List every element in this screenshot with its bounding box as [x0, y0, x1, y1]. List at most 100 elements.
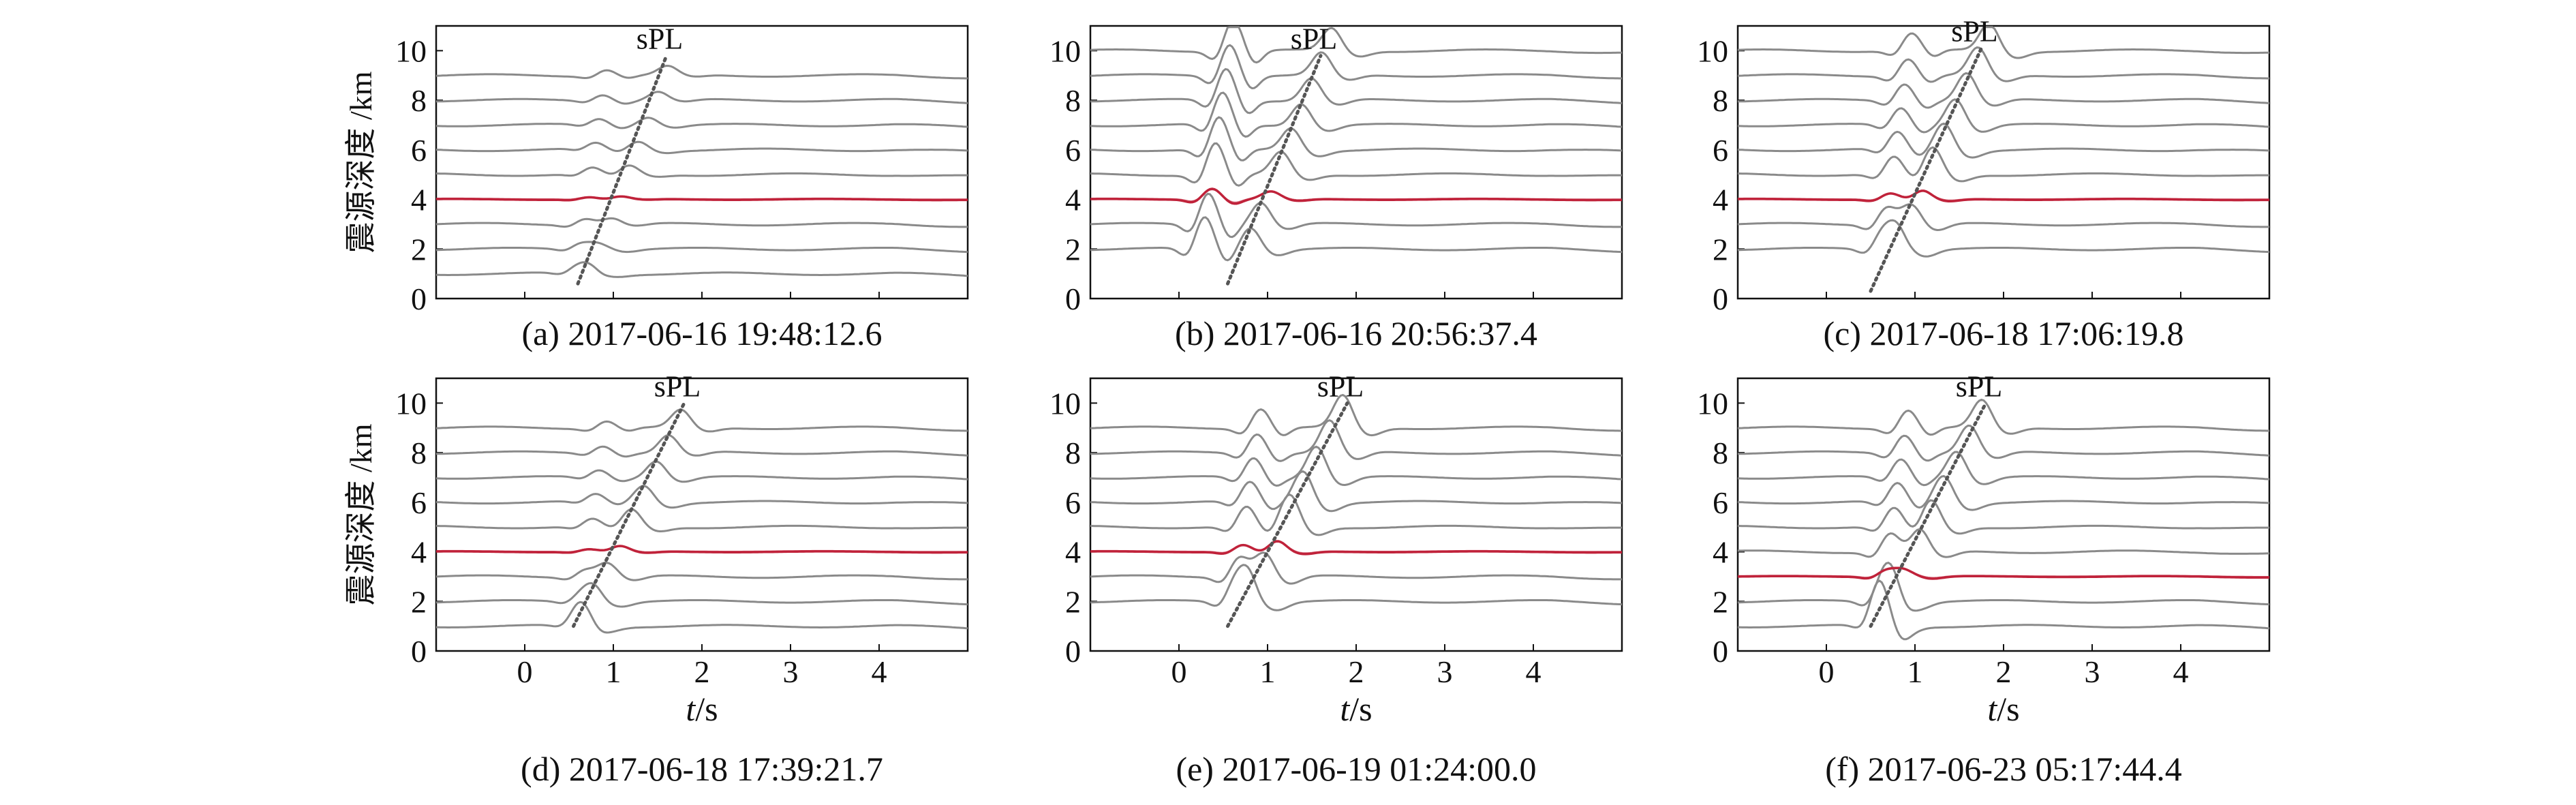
y-tick-label: 6	[1713, 133, 1728, 168]
subplot-b: 0 2 4 6 8 10 (b) 2017-06-16 20:56:37.4 sPL	[1049, 22, 1623, 352]
y-tick-label: 2	[1713, 584, 1728, 619]
trace-depth-2	[1090, 216, 1623, 262]
y-tick-label: 4	[1065, 535, 1081, 570]
trace-depth-6	[435, 485, 968, 509]
trace-depth-5	[1737, 146, 2269, 183]
trace-depth-6	[435, 140, 968, 155]
y-tick-label: 2	[1065, 584, 1081, 619]
trace-depth-3	[1737, 203, 2269, 232]
spl-label: sPL	[1291, 22, 1337, 56]
plot-frame	[435, 25, 969, 300]
subplot-c: 0 2 4 6 8 10 (c) 2017-06-18 17:06:19.8 sPL	[1697, 15, 2271, 352]
spl-dotted-line	[1226, 401, 1349, 628]
x-tick-label: 4	[2173, 654, 2189, 689]
highlight-trace	[1090, 187, 1622, 205]
x-tick-label: 3	[2085, 654, 2100, 689]
trace-depth-2	[1737, 219, 2270, 258]
y-tick-label: 6	[411, 133, 427, 168]
x-tick-label: 2	[1349, 654, 1364, 689]
y-tick-label: 0	[1065, 282, 1081, 316]
x-tick-label: 4	[1526, 654, 1542, 689]
y-tick-label: 0	[411, 634, 427, 669]
y-tick-label: 0	[1713, 634, 1728, 669]
trace-depth-6	[1737, 122, 2270, 159]
x-tick-label: 1	[606, 654, 622, 689]
trace-depth-5	[1090, 493, 1622, 536]
spl-label: sPL	[1317, 369, 1364, 403]
subplot-e: 0 2 4 6 8 10 0 1 2 3 4 t/s (e) 2017-06-19 01:24:00.0…	[1049, 369, 1623, 788]
y-axis-label: 震源深度 /km	[343, 423, 378, 605]
y-tick-label: 6	[1065, 133, 1081, 168]
trace-depth-3	[1090, 192, 1622, 239]
trace-depth-1	[1738, 579, 2270, 641]
y-tick-label: 8	[1713, 436, 1728, 470]
x-tick-label: 3	[1437, 654, 1453, 689]
trace-depth-9	[1090, 44, 1622, 90]
highlight-trace-secondary	[1738, 190, 2270, 201]
subplot-caption: (e) 2017-06-19 01:24:00.0	[1176, 750, 1536, 788]
y-tick-label: 4	[1065, 183, 1081, 217]
subplot-a: 0 2 4 6 8 10 震源深度 /km (a) 2017-06-16 19:48:12.6…	[343, 22, 969, 352]
highlight-trace-secondary	[1738, 568, 2269, 579]
y-tick-label: 4	[1713, 535, 1728, 570]
trace-depth-2	[1090, 564, 1623, 611]
x-axis-label-var: t	[1340, 690, 1350, 728]
trace-depth-2	[1737, 561, 2270, 612]
y-tick-label: 4	[1713, 183, 1728, 217]
y-tick-label: 4	[411, 535, 427, 570]
trace-depth-8	[436, 434, 968, 458]
y-tick-label: 10	[395, 386, 427, 421]
highlight-trace-secondary	[1090, 189, 1623, 203]
trace-depth-5	[435, 508, 968, 533]
spl-dotted-line	[1226, 54, 1323, 286]
y-tick-label: 6	[411, 485, 427, 520]
x-axis-label-unit: /s	[1997, 690, 2019, 728]
x-tick-label: 2	[694, 654, 710, 689]
subplot-caption: (f) 2017-06-23 05:17:44.4	[1825, 750, 2182, 788]
y-tick-label: 6	[1065, 485, 1081, 520]
x-tick-label: 1	[1907, 654, 1923, 689]
x-tick-label: 1	[1260, 654, 1276, 689]
trace-depth-8	[1738, 72, 2270, 109]
trace-depth-1	[436, 261, 968, 278]
trace-depth-1	[436, 601, 968, 634]
spl-label: sPL	[1956, 369, 2002, 403]
x-tick-label: 0	[517, 654, 533, 689]
trace-depth-6	[1090, 470, 1623, 513]
trace-depth-6	[1090, 116, 1623, 162]
x-axis-label: t/s	[1987, 690, 2019, 728]
x-tick-label: 3	[783, 654, 799, 689]
spl-dotted-line	[576, 54, 669, 286]
subplot-caption: (a) 2017-06-16 19:48:12.6	[521, 314, 882, 352]
trace-depth-7	[1090, 91, 1623, 138]
x-axis-label-var: t	[1987, 690, 1997, 728]
highlight-trace	[1738, 566, 2269, 580]
trace-depth-9	[1090, 393, 1622, 437]
x-tick-label: 0	[1171, 654, 1187, 689]
y-tick-label: 8	[1713, 83, 1728, 118]
highlight-trace-secondary	[436, 195, 968, 200]
trace-depth-9	[1737, 398, 2269, 436]
trace-depth-9	[1737, 46, 2269, 83]
trace-depth-3	[1090, 551, 1622, 585]
trace-depth-9	[435, 408, 968, 433]
y-tick-label: 8	[411, 83, 427, 118]
spl-label: sPL	[1951, 15, 1997, 48]
x-axis-label-unit: /s	[1349, 690, 1372, 728]
y-tick-label: 8	[1065, 83, 1081, 118]
trace-depth-2	[435, 241, 968, 254]
plot-frame	[1089, 25, 1623, 300]
trace-depth-8	[436, 91, 968, 105]
trace-depth-3	[435, 217, 968, 228]
trace-depth-5	[1737, 499, 2269, 535]
highlight-trace	[1738, 189, 2269, 202]
trace-depth-5	[435, 164, 968, 178]
spl-label: sPL	[654, 369, 701, 403]
y-tick-label: 6	[1713, 485, 1728, 520]
y-tick-label: 10	[395, 33, 427, 68]
subplot-caption: (c) 2017-06-18 17:06:19.8	[1823, 314, 2183, 352]
highlight-trace	[1090, 540, 1622, 556]
trace-depth-7	[1090, 445, 1623, 487]
trace-depth-9	[435, 64, 968, 80]
